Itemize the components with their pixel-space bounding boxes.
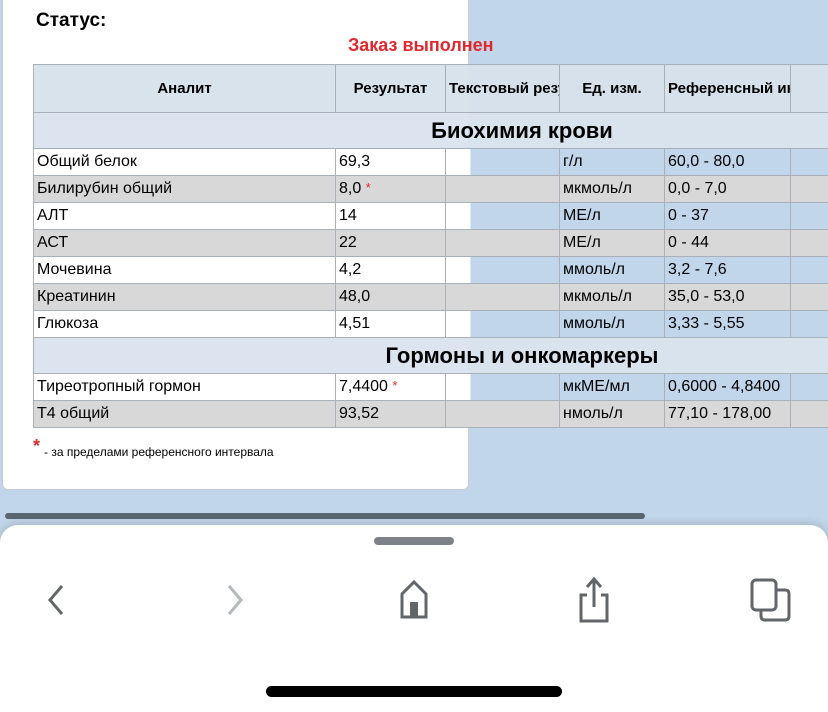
section-header: Биохимия крови (33, 112, 828, 149)
reference-cell: 3,33 - 5,55 (664, 310, 791, 338)
extra-cell (790, 400, 828, 428)
analyte-cell: Тиреотропный гормон (33, 373, 336, 401)
table-row: Тиреотропный гормон 7,4400 * мкМЕ/мл 0,6000… (33, 373, 828, 401)
header-reference: Референсный интервал (664, 64, 791, 113)
table-row: Т4 общий 93,52 нмоль/л 77,10 - 178,00 (33, 400, 828, 428)
extra-cell (790, 283, 828, 311)
result-cell: 7,4400 * (335, 373, 446, 401)
text-result-cell (445, 310, 560, 338)
result-value: 93,52 (339, 405, 380, 422)
home-icon[interactable] (389, 575, 439, 625)
order-status: Заказ выполнен (348, 35, 494, 55)
unit-cell: мкМЕ/мл (559, 373, 665, 401)
table-row: Общий белок 69,3 г/л 60,0 - 80,0 (33, 148, 828, 176)
header-text-result: Текстовый результат (445, 64, 560, 113)
extra-cell (790, 202, 828, 230)
forward-icon[interactable] (210, 575, 260, 625)
extra-cell (790, 175, 828, 203)
result-value: 69,3 (339, 153, 371, 170)
footnote-text: - за пределами референсного интервала (44, 445, 274, 459)
table-row: Креатинин 48,0 мкмоль/л 35,0 - 53,0 (33, 283, 828, 311)
result-value: 4,2 (339, 261, 362, 278)
analyte-cell: Мочевина (33, 256, 336, 284)
unit-cell: нмоль/л (559, 400, 665, 428)
out-of-range-flag: * (392, 378, 398, 393)
back-icon[interactable] (31, 575, 81, 625)
table-row: Мочевина 4,2 ммоль/л 3,2 - 7,6 (33, 256, 828, 284)
unit-cell: ммоль/л (559, 256, 665, 284)
drag-handle[interactable] (374, 537, 454, 545)
result-value: 48,0 (339, 288, 371, 305)
section-title: Биохимия крови (33, 112, 828, 149)
analyte-cell: Общий белок (33, 148, 336, 176)
result-value: 14 (339, 207, 357, 224)
reference-cell: 0,6000 - 4,8400 (664, 373, 791, 401)
result-cell: 93,52 (335, 400, 446, 428)
reference-cell: 0,0 - 7,0 (664, 175, 791, 203)
result-cell: 4,51 (335, 310, 446, 338)
reference-cell: 77,10 - 178,00 (664, 400, 791, 428)
home-indicator[interactable] (266, 686, 562, 697)
extra-cell (790, 229, 828, 257)
analyte-cell: Глюкоза (33, 310, 336, 338)
reference-cell: 35,0 - 53,0 (664, 283, 791, 311)
table-row: Билирубин общий 8,0 * мкмоль/л 0,0 - 7,0 (33, 175, 828, 203)
reference-cell: 0 - 44 (664, 229, 791, 257)
unit-cell: мкмоль/л (559, 283, 665, 311)
result-cell: 22 (335, 229, 446, 257)
result-value: 4,51 (339, 315, 371, 332)
analyte-cell: АЛТ (33, 202, 336, 230)
analyte-cell: Билирубин общий (33, 175, 336, 203)
extra-cell (790, 256, 828, 284)
table-row: АЛТ 14 МЕ/л 0 - 37 (33, 202, 828, 230)
unit-cell: МЕ/л (559, 229, 665, 257)
unit-cell: МЕ/л (559, 202, 665, 230)
text-result-cell (445, 148, 560, 176)
header-extra (790, 64, 828, 113)
result-cell: 14 (335, 202, 446, 230)
unit-cell: мкмоль/л (559, 175, 665, 203)
text-result-cell (445, 202, 560, 230)
text-result-cell (445, 283, 560, 311)
analyte-cell: Т4 общий (33, 400, 336, 428)
text-result-cell (445, 175, 560, 203)
unit-cell: ммоль/л (559, 310, 665, 338)
reference-cell: 0 - 37 (664, 202, 791, 230)
extra-cell (790, 148, 828, 176)
out-of-range-flag: * (365, 180, 371, 195)
share-icon[interactable] (569, 575, 619, 625)
text-result-cell (445, 373, 560, 401)
reference-cell: 3,2 - 7,6 (664, 256, 791, 284)
section-title: Гормоны и онкомаркеры (33, 337, 828, 374)
extra-cell (790, 373, 828, 401)
result-cell: 69,3 (335, 148, 446, 176)
result-cell: 48,0 (335, 283, 446, 311)
result-cell: 8,0 * (335, 175, 446, 203)
text-result-cell (445, 229, 560, 257)
table-row: АСТ 22 МЕ/л 0 - 44 (33, 229, 828, 257)
footnote-mark: * (33, 436, 41, 456)
analyte-cell: Креатинин (33, 283, 336, 311)
unit-cell: г/л (559, 148, 665, 176)
status-label: Статус: (36, 10, 107, 31)
result-value: 7,4400 (339, 378, 388, 395)
analyte-cell: АСТ (33, 229, 336, 257)
header-unit: Ед. изм. (559, 64, 665, 113)
result-value: 8,0 (339, 180, 362, 197)
header-analyte: Аналит (33, 64, 336, 113)
result-value: 22 (339, 234, 357, 251)
section-header: Гормоны и онкомаркеры (33, 337, 828, 374)
result-cell: 4,2 (335, 256, 446, 284)
horizontal-scrollbar[interactable] (5, 513, 645, 519)
text-result-cell (445, 400, 560, 428)
reference-cell: 60,0 - 80,0 (664, 148, 791, 176)
extra-cell (790, 310, 828, 338)
browser-toolbar (0, 525, 828, 712)
tabs-icon[interactable] (746, 575, 796, 625)
header-result: Результат (335, 64, 446, 113)
table-row: Глюкоза 4,51 ммоль/л 3,33 - 5,55 (33, 310, 828, 338)
text-result-cell (445, 256, 560, 284)
